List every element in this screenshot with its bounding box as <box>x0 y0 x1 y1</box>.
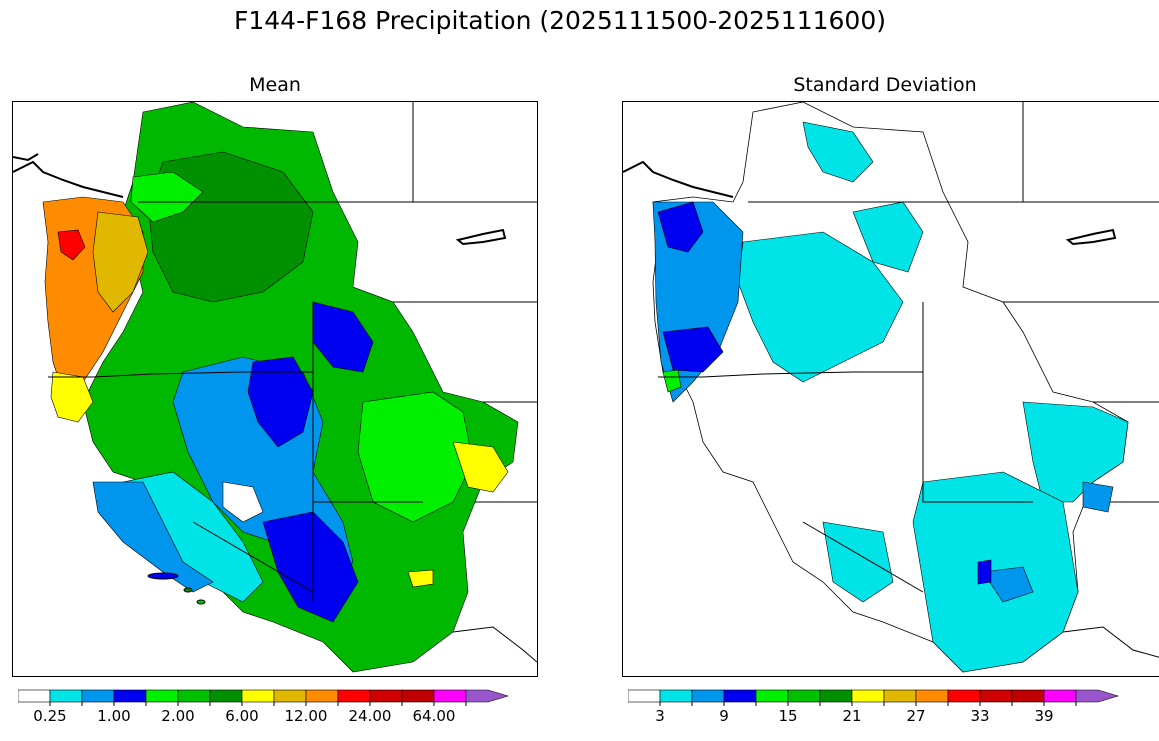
colorbar-swatch <box>723 689 757 703</box>
colorbar-label: 9 <box>719 707 729 725</box>
colorbar-label: 0.25 <box>33 707 66 725</box>
colorbar-swatch <box>145 689 179 703</box>
region-cyan-north <box>802 121 874 183</box>
colorbar-swatch <box>305 689 339 703</box>
colorbar-swatch <box>1011 689 1045 703</box>
colorbar-swatch <box>787 689 821 703</box>
colorbar-swatch <box>465 689 510 703</box>
region-yellow-south <box>407 569 434 588</box>
region-lightblue-east <box>1082 481 1114 513</box>
region-cyan-ne <box>852 201 924 273</box>
colorbar-swatch <box>755 689 789 703</box>
colorbar-swatch <box>49 689 83 703</box>
region-deep-blue <box>247 356 314 448</box>
colorbar-label: 3 <box>655 707 665 725</box>
region-blue-coast-2 <box>662 326 724 373</box>
panel-title-sd: Standard Deviation <box>793 74 977 96</box>
main-title: F144-F168 Precipitation (2025111500-2025… <box>233 6 886 35</box>
colorbar-label: 6.00 <box>225 707 258 725</box>
colorbar-swatch <box>1075 689 1120 703</box>
map-mean <box>12 101 538 677</box>
colorbar-label: 33 <box>970 707 989 725</box>
colorbar-swatch <box>979 689 1013 703</box>
lake-shape <box>455 228 507 246</box>
map-sd <box>622 101 1159 677</box>
colorbar-sd: 3 9 15 21 27 33 39 <box>627 686 1148 738</box>
region-blue-small <box>977 559 992 585</box>
colorbar-label: 24.00 <box>349 707 392 725</box>
region-red <box>57 229 86 261</box>
colorbar-swatch <box>81 689 115 703</box>
colorbar-swatch <box>369 689 403 703</box>
colorbar-swatch <box>691 689 725 703</box>
colorbar-swatch <box>819 689 853 703</box>
panel-title-mean: Mean <box>249 74 301 96</box>
colorbar-swatch <box>113 689 147 703</box>
colorbar-swatch <box>401 689 435 703</box>
colorbar-mean: 0.25 1.00 2.00 6.00 12.00 24.00 64.00 <box>17 686 538 738</box>
colorbar-swatch <box>947 689 981 703</box>
colorbar-label: 15 <box>778 707 797 725</box>
colorbar-swatch <box>337 689 371 703</box>
colorbar-swatch <box>209 689 243 703</box>
region-lightblue-se <box>982 566 1034 603</box>
region-gold <box>92 211 149 313</box>
colorbar-swatch <box>177 689 211 703</box>
colorbar-swatch <box>883 689 917 703</box>
colorbar-swatch <box>1043 689 1077 703</box>
colorbar-label: 1.00 <box>97 707 130 725</box>
colorbar-label: 27 <box>906 707 925 725</box>
colorbar-swatch <box>273 689 307 703</box>
colorbar-swatch <box>915 689 949 703</box>
colorbar-swatch <box>17 689 51 703</box>
region-cyan-sw <box>822 521 894 603</box>
region-blue-south <box>262 511 359 623</box>
colorbar-label: 2.00 <box>161 707 194 725</box>
region-bright-green-north <box>130 171 204 223</box>
region-yellow-east <box>452 441 509 493</box>
colorbar-label: 12.00 <box>285 707 328 725</box>
colorbar-label: 64.00 <box>413 707 456 725</box>
colorbar-swatch <box>659 689 693 703</box>
region-green-coast <box>662 369 682 393</box>
region-blue-coast <box>657 201 704 253</box>
colorbar-swatch <box>241 689 275 703</box>
region-white-patch <box>222 481 264 523</box>
region-cyan-east <box>1022 401 1129 503</box>
region-bright-green-se <box>357 391 474 523</box>
colorbar-label: 21 <box>842 707 861 725</box>
colorbar-swatch <box>433 689 467 703</box>
colorbar-swatch <box>851 689 885 703</box>
region-lightblue-sw <box>92 481 214 593</box>
region-cyan-mid <box>737 231 904 383</box>
colorbar-label: 39 <box>1034 707 1053 725</box>
colorbar-swatch <box>627 689 661 703</box>
